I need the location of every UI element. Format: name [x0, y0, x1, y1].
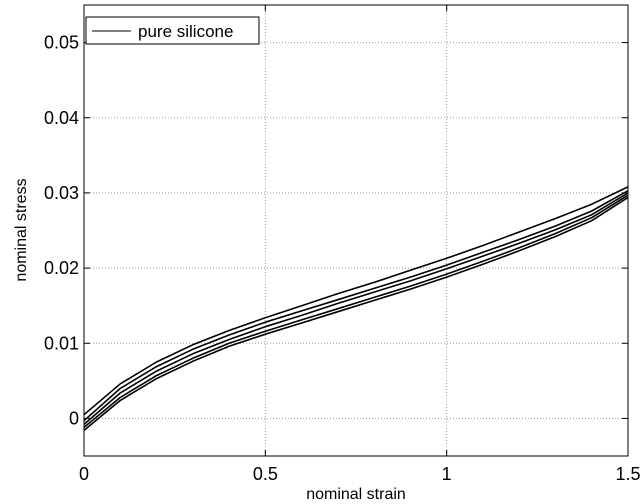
series-line-4: [83, 196, 629, 432]
axis-ticks: 0 0.5 1 1.5 0 0.01 0.02 0.03 0.04 0.05: [44, 5, 641, 484]
x-axis-label: nominal strain: [306, 486, 406, 503]
series-line-3: [83, 194, 629, 429]
x-tick-label-3: 1.5: [615, 464, 640, 484]
series-line-2: [83, 192, 629, 426]
y-tick-label-2: 0.02: [44, 258, 79, 278]
series-line-0: [83, 186, 629, 416]
plot-frame: [83, 4, 629, 457]
y-tick-label-0: 0: [69, 408, 79, 428]
series-group: [83, 186, 629, 432]
legend-entry-pure-silicone: pure silicone: [138, 22, 233, 41]
x-tick-label-0: 0: [79, 464, 89, 484]
y-tick-label-1: 0.01: [44, 333, 79, 353]
y-tick-label-3: 0.03: [44, 183, 79, 203]
y-tick-label-4: 0.04: [44, 108, 79, 128]
x-tick-label-2: 1: [442, 464, 452, 484]
series-line-1: [83, 190, 629, 422]
y-axis-label: nominal stress: [13, 178, 30, 281]
y-tick-label-5: 0.05: [44, 33, 79, 53]
plot-background: [84, 5, 628, 456]
legend: pure silicone: [85, 16, 260, 45]
x-tick-label-1: 0.5: [253, 464, 278, 484]
